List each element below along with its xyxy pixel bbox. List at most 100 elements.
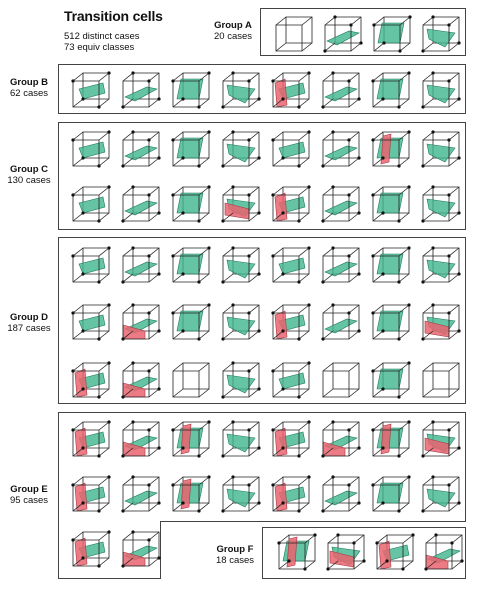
cube-front-face bbox=[322, 139, 350, 167]
vertex-dot bbox=[107, 303, 111, 307]
cube-connector-edge bbox=[272, 447, 284, 457]
transition-cell-d-3-1 bbox=[71, 361, 111, 399]
vertex-dot bbox=[121, 454, 125, 458]
cube-connector-edge bbox=[172, 330, 184, 340]
transition-cell-c-2-5 bbox=[271, 185, 311, 223]
vertex-dot bbox=[147, 428, 151, 432]
cube-connector-edge bbox=[148, 131, 160, 141]
cube-connector-edge bbox=[172, 131, 184, 141]
vertex-dot bbox=[313, 533, 317, 537]
group-a-panel bbox=[260, 8, 466, 56]
cube-back-face bbox=[432, 362, 460, 390]
cube-connector-edge bbox=[122, 186, 134, 196]
cube-connector-edge bbox=[198, 362, 210, 372]
cube-connector-edge bbox=[398, 362, 410, 372]
green-surface-patch bbox=[226, 143, 256, 163]
vertex-dot bbox=[107, 71, 111, 75]
cube-connector-edge bbox=[448, 476, 460, 486]
cube-connector-edge bbox=[422, 447, 434, 457]
cube-connector-edge bbox=[298, 330, 310, 340]
vertex-dot bbox=[381, 329, 385, 333]
vertex-dot bbox=[107, 246, 111, 250]
cube-connector-edge bbox=[72, 502, 84, 512]
vertex-dot bbox=[307, 71, 311, 75]
cube-connector-edge bbox=[172, 157, 184, 167]
vertex-dot bbox=[71, 79, 75, 83]
cube-connector-edge bbox=[72, 388, 84, 398]
vertex-dot bbox=[147, 483, 151, 487]
cube-connector-edge bbox=[372, 362, 384, 372]
vertex-dot bbox=[381, 97, 385, 101]
vertex-dot bbox=[207, 185, 211, 189]
cube-connector-edge bbox=[122, 557, 134, 567]
cube-connector-edge bbox=[422, 304, 434, 314]
vertex-dot bbox=[221, 219, 225, 223]
cube-connector-edge bbox=[298, 186, 310, 196]
transition-cell-c-1-3 bbox=[171, 130, 211, 168]
vertex-dot bbox=[121, 105, 125, 109]
cube-connector-edge bbox=[322, 362, 334, 372]
cube-connector-edge bbox=[248, 476, 260, 486]
transition-cell-d-3-4 bbox=[221, 361, 261, 399]
vertex-dot bbox=[447, 193, 451, 197]
vertex-dot bbox=[157, 329, 161, 333]
cube-connector-edge bbox=[198, 330, 210, 340]
group-c-name: Group C bbox=[10, 164, 48, 175]
cube-connector-edge bbox=[448, 212, 460, 222]
vertex-dot bbox=[107, 475, 111, 479]
vertex-dot bbox=[197, 280, 201, 284]
cube-connector-edge bbox=[198, 447, 210, 457]
cube-connector-edge bbox=[324, 16, 336, 26]
cube-connector-edge bbox=[448, 42, 460, 52]
cube-connector-edge bbox=[448, 98, 460, 108]
vertex-dot bbox=[221, 337, 225, 341]
vertex-dot bbox=[197, 105, 201, 109]
cube-connector-edge bbox=[278, 560, 290, 570]
vertex-dot bbox=[121, 164, 125, 168]
vertex-dot bbox=[307, 361, 311, 365]
vertex-dot bbox=[431, 246, 435, 250]
vertex-dot bbox=[307, 130, 311, 134]
cube-connector-edge bbox=[198, 388, 210, 398]
vertex-dot bbox=[231, 130, 235, 134]
transition-cell-c-2-8 bbox=[421, 185, 461, 223]
vertex-dot bbox=[371, 428, 375, 432]
cube-connector-edge bbox=[350, 42, 362, 52]
cube-connector-edge bbox=[248, 273, 260, 283]
cube-connector-edge bbox=[148, 304, 160, 314]
cube-connector-edge bbox=[398, 247, 410, 257]
vertex-dot bbox=[333, 15, 337, 19]
cube-connector-edge bbox=[122, 330, 134, 340]
transition-cell-d-1-8 bbox=[421, 246, 461, 284]
vertex-dot bbox=[381, 272, 385, 276]
cube-connector-edge bbox=[148, 273, 160, 283]
cube-connector-edge bbox=[298, 362, 310, 372]
vertex-dot bbox=[121, 509, 125, 513]
cube-connector-edge bbox=[72, 421, 84, 431]
vertex-dot bbox=[271, 193, 275, 197]
vertex-dot bbox=[447, 428, 451, 432]
vertex-dot bbox=[431, 420, 435, 424]
vertex-dot bbox=[447, 23, 451, 27]
green-surface-patch bbox=[226, 316, 256, 336]
vertex-dot bbox=[71, 483, 75, 487]
vertex-dot bbox=[297, 337, 301, 341]
vertex-dot bbox=[157, 501, 161, 505]
cube-connector-edge bbox=[198, 157, 210, 167]
cube-connector-edge bbox=[301, 16, 313, 26]
cube-connector-edge bbox=[98, 247, 110, 257]
cube-front-face bbox=[322, 370, 350, 398]
vertex-dot bbox=[81, 387, 85, 391]
vertex-dot bbox=[207, 71, 211, 75]
cube-connector-edge bbox=[422, 131, 434, 141]
vertex-dot bbox=[97, 454, 101, 458]
cube-connector-edge bbox=[172, 273, 184, 283]
cube-connector-edge bbox=[448, 131, 460, 141]
vertex-dot bbox=[408, 15, 412, 19]
transition-cell-e-1-5 bbox=[271, 420, 311, 458]
cube-connector-edge bbox=[72, 247, 84, 257]
cube-connector-edge bbox=[222, 502, 234, 512]
vertex-dot bbox=[97, 337, 101, 341]
vertex-dot bbox=[371, 79, 375, 83]
transition-cell-e-2-3 bbox=[171, 475, 211, 513]
